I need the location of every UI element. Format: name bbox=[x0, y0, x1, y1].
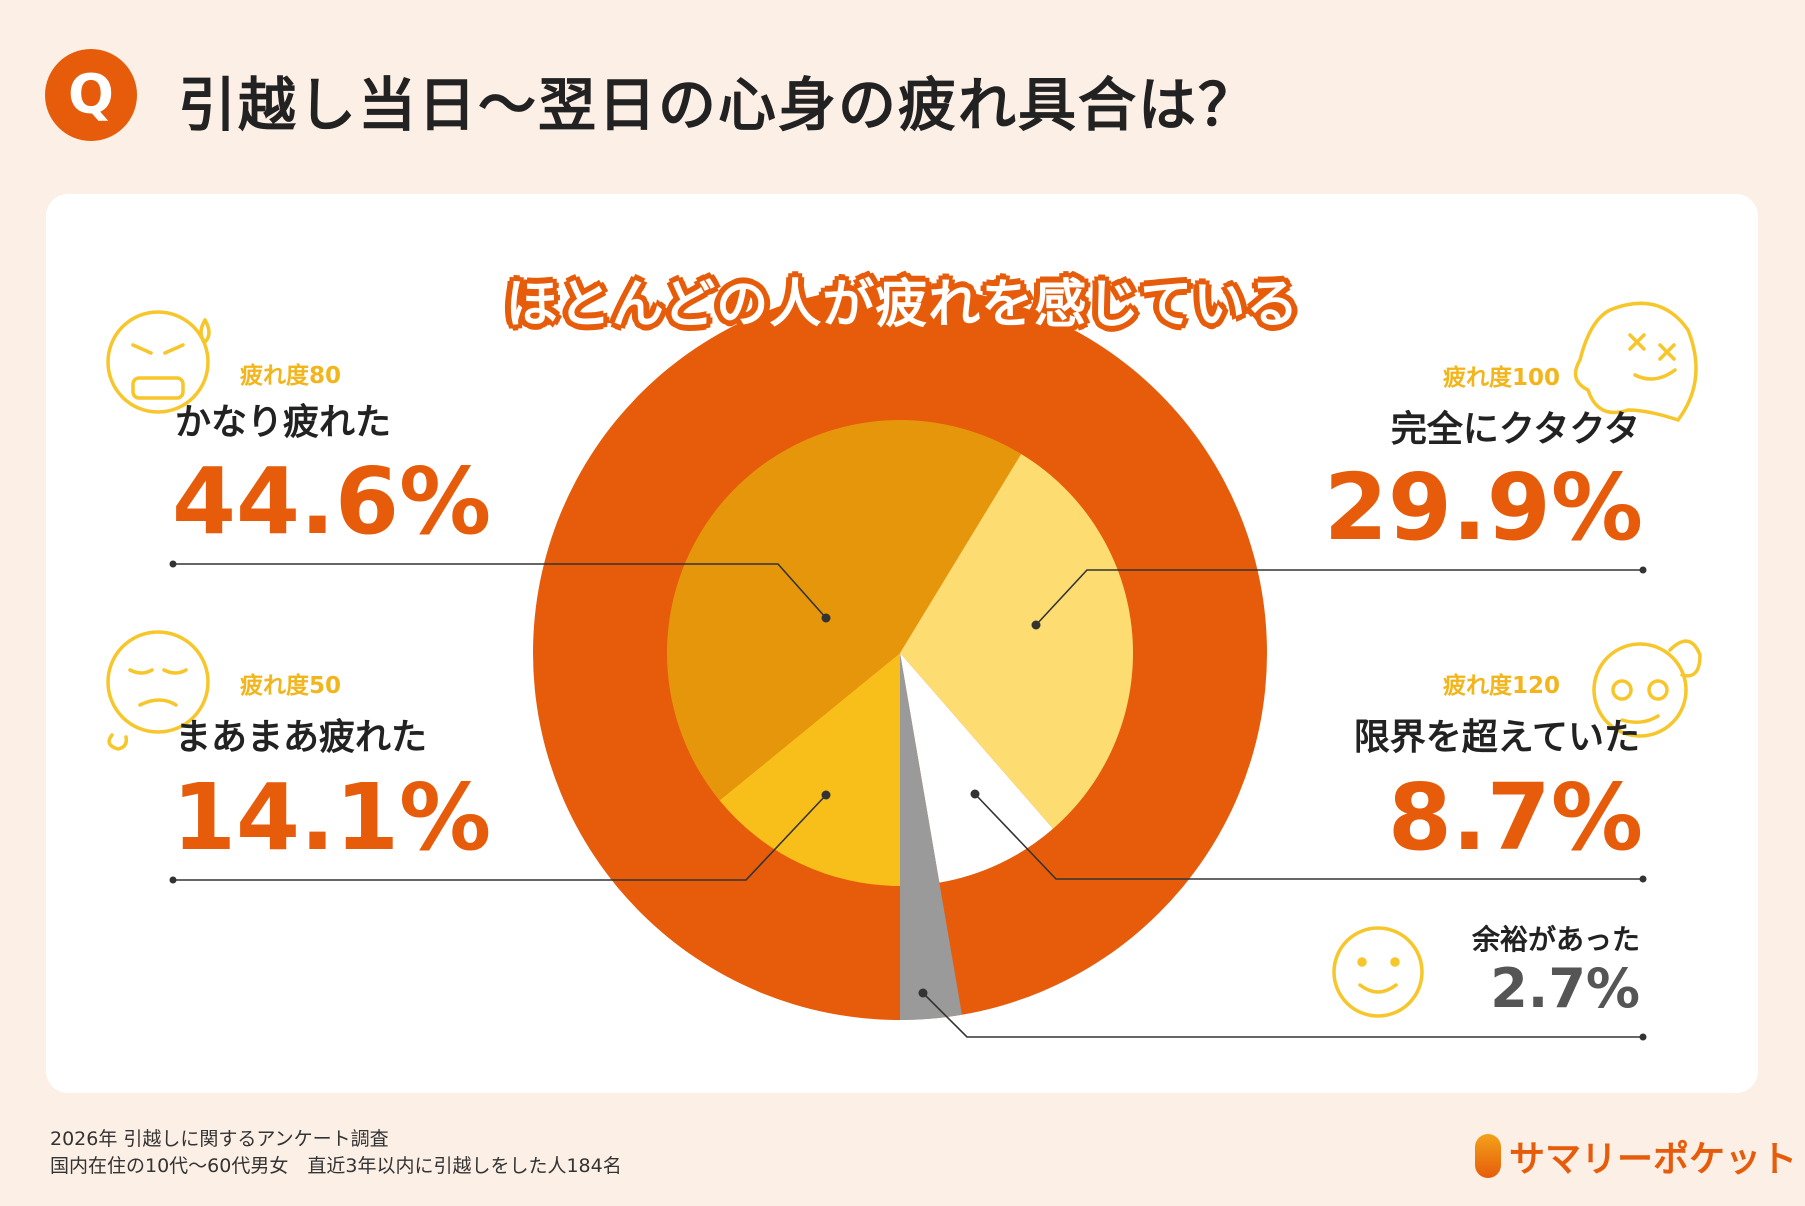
page-title: 引越し当日〜翌日の心身の疲れ具合は？ bbox=[178, 71, 1259, 139]
spiral-eyes-face-icon bbox=[1592, 639, 1702, 738]
leader-line-2 bbox=[922, 992, 1643, 1038]
leader-line-8 bbox=[974, 793, 1643, 880]
brand-logo: サマリーポケット bbox=[1475, 1130, 1797, 1182]
dizzy-ghost-face-icon bbox=[1573, 301, 1698, 423]
leader-line-29 bbox=[1035, 569, 1643, 626]
survey-sample: 国内在住の10代〜60代男女 直近3年以内に引越しをした人184名 bbox=[50, 1155, 622, 1177]
sweating-face-icon bbox=[106, 310, 211, 414]
category-label: まあまあ疲れた bbox=[175, 717, 428, 758]
leader-end-dot bbox=[1639, 1033, 1647, 1041]
leader-line-14 bbox=[173, 794, 827, 881]
pie-slice bbox=[667, 420, 1022, 801]
survey-title: 2026年 引越しに関するアンケート調査 bbox=[50, 1128, 389, 1150]
leader-line-44 bbox=[173, 563, 827, 619]
level-label: 疲れ度50 bbox=[240, 673, 342, 699]
category-label: かなり疲れた bbox=[175, 402, 392, 443]
level-label: 疲れ度80 bbox=[240, 363, 342, 389]
q-badge: Q bbox=[45, 49, 137, 141]
percent-value: 14.1% bbox=[172, 764, 492, 871]
leader-dot bbox=[821, 613, 831, 623]
percent-value: 29.9% bbox=[1323, 454, 1643, 561]
category-label: 限界を超えていた bbox=[1353, 717, 1640, 758]
leader-dot bbox=[918, 988, 928, 998]
smiling-face-icon bbox=[1332, 926, 1424, 1018]
leader-end-dot bbox=[169, 560, 177, 568]
tired-face-icon bbox=[106, 630, 210, 751]
pie-slice bbox=[900, 653, 1053, 883]
logo-s-icon bbox=[1475, 1134, 1501, 1178]
level-label: 疲れ度120 bbox=[1442, 673, 1560, 699]
leader-dot bbox=[821, 790, 831, 800]
level-label: 疲れ度100 bbox=[1442, 365, 1560, 391]
category-label: 完全にクタクタ bbox=[1390, 409, 1640, 450]
leader-dot bbox=[970, 789, 980, 799]
logo-text: サマリーポケット bbox=[1509, 1139, 1798, 1180]
percent-value: 2.7% bbox=[1490, 957, 1640, 1020]
leader-end-dot bbox=[1639, 566, 1647, 574]
category-label: 余裕があった bbox=[1471, 923, 1640, 956]
pie-slice bbox=[900, 453, 1133, 829]
percent-value: 8.7% bbox=[1387, 764, 1643, 871]
percent-value: 44.6% bbox=[172, 448, 492, 555]
leader-end-dot bbox=[1639, 875, 1647, 883]
pie-slice bbox=[900, 653, 962, 1020]
leader-end-dot bbox=[169, 876, 177, 884]
pie-slice bbox=[719, 653, 900, 886]
chart-headline: ほとんどの人が疲れを感じている bbox=[505, 275, 1300, 335]
leader-dot bbox=[1031, 620, 1041, 630]
